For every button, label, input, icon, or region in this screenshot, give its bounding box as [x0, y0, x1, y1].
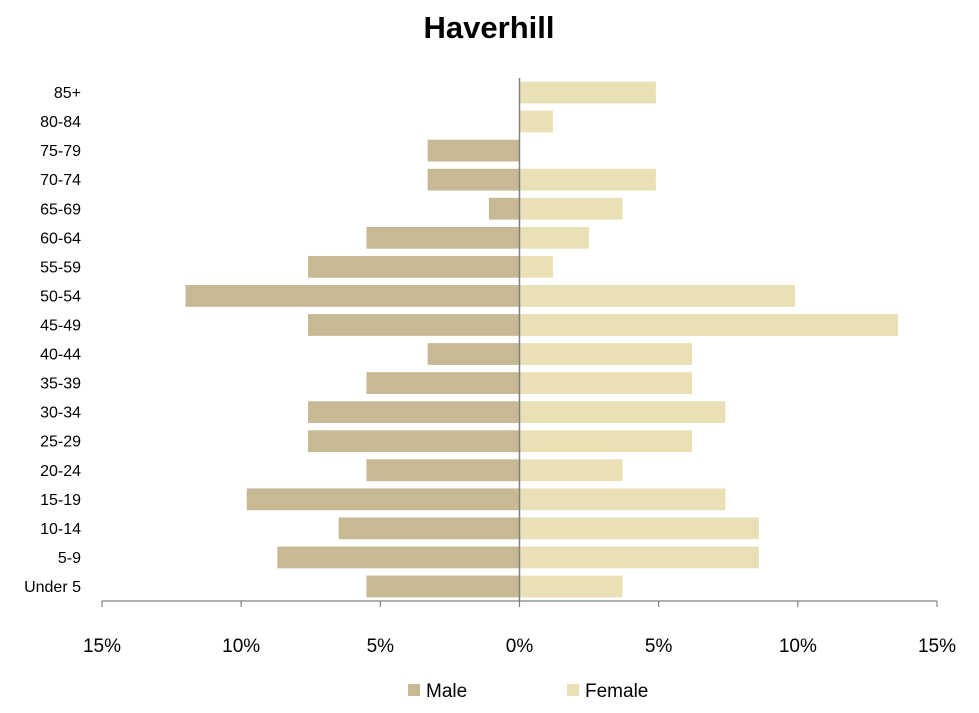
bar-male-5-9: [277, 546, 520, 569]
bar-female-80-84: [519, 110, 553, 133]
category-label: 75-79: [40, 143, 81, 160]
bar-male-30-34: [307, 401, 520, 424]
bar-female-5-9: [519, 546, 759, 569]
category-labels: Under 5 5-9 10-14 15-19 20-24 25-29 30-34 35-39…: [24, 85, 81, 596]
category-label: 35-39: [40, 376, 81, 393]
category-label: 50-54: [40, 288, 81, 305]
legend-label-female: Female: [585, 681, 648, 702]
bar-male-40-44: [427, 343, 520, 365]
bar-female-20-24: [519, 459, 623, 482]
bars-layer: [185, 81, 899, 598]
x-tick-label: 15%: [83, 636, 121, 657]
category-label: 5-9: [58, 550, 81, 567]
x-tick-label: 10%: [779, 636, 817, 657]
x-tick-label: 15%: [918, 636, 956, 657]
category-label: 70-74: [40, 172, 81, 189]
legend-label-male: Male: [426, 681, 467, 702]
category-label: 30-34: [40, 405, 81, 422]
category-label: 60-64: [40, 230, 81, 247]
bar-male-15-19: [246, 488, 520, 511]
bar-male-55-59: [307, 255, 520, 278]
bar-female-40-44: [519, 343, 693, 365]
x-tick-label: 0%: [506, 636, 534, 657]
legend-swatch-female: [567, 684, 579, 696]
bar-male-35-39: [366, 372, 520, 394]
bar-male-under-5: [366, 575, 520, 598]
category-label: Under 5: [24, 579, 81, 596]
bar-female-under-5: [519, 575, 623, 598]
category-label: 45-49: [40, 317, 81, 334]
bar-male-10-14: [338, 517, 520, 540]
category-label: 40-44: [40, 347, 81, 364]
bar-female-35-39: [519, 372, 693, 394]
category-label: 25-29: [40, 434, 81, 451]
bar-female-10-14: [519, 517, 759, 540]
bar-female-50-54: [519, 285, 796, 307]
bar-male-20-24: [366, 459, 520, 482]
bar-male-70-74: [427, 168, 520, 191]
chart-title: Haverhill: [424, 10, 555, 45]
bar-male-25-29: [307, 430, 520, 453]
category-label: 55-59: [40, 259, 81, 276]
bar-female-25-29: [519, 430, 693, 453]
x-tick-label: 5%: [645, 636, 673, 657]
x-axis: 15% 10% 5% 0% 5% 10% 15%: [83, 78, 956, 657]
bar-male-75-79: [427, 139, 520, 162]
bar-male-60-64: [366, 226, 520, 249]
x-tick-label: 10%: [222, 636, 260, 657]
category-label: 10-14: [40, 521, 81, 538]
bar-female-55-59: [519, 255, 553, 278]
bar-female-30-34: [519, 401, 726, 424]
category-label: 15-19: [40, 492, 81, 509]
bar-female-85+: [519, 81, 656, 104]
bar-female-45-49: [519, 314, 899, 336]
category-label: 85+: [54, 85, 81, 102]
x-tick-label: 5%: [367, 636, 395, 657]
legend: Male Female: [408, 681, 648, 702]
category-label: 80-84: [40, 114, 81, 131]
bar-male-45-49: [307, 314, 520, 336]
bar-female-65-69: [519, 197, 623, 220]
bar-female-60-64: [519, 226, 590, 249]
bar-male-65-69: [488, 197, 520, 220]
bar-male-50-54: [185, 285, 520, 307]
category-label: 65-69: [40, 201, 81, 218]
category-label: 20-24: [40, 463, 81, 480]
legend-swatch-male: [408, 684, 420, 696]
bar-female-15-19: [519, 488, 726, 511]
bar-female-70-74: [519, 168, 656, 191]
